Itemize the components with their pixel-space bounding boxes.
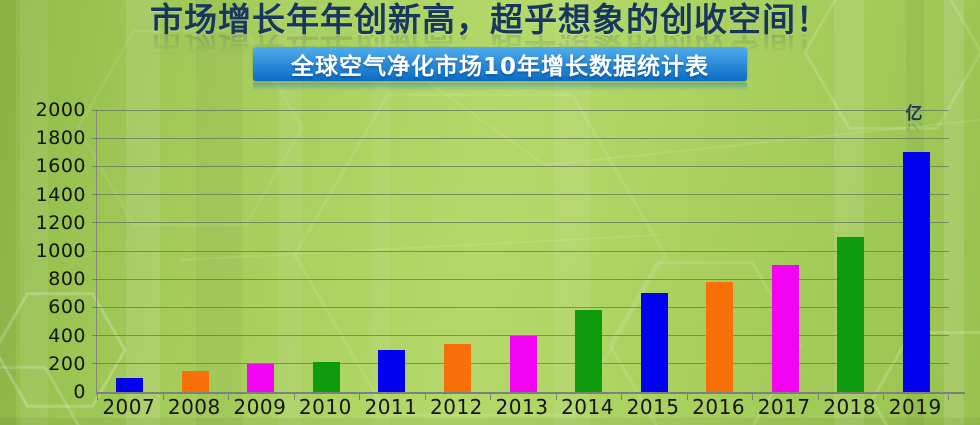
gridline-600 bbox=[92, 306, 949, 308]
unit-label-block: 亿 亿 bbox=[898, 104, 930, 136]
x-tick-label-2012: 2012 bbox=[430, 395, 483, 419]
headline-block: 市场增长年年创新高，超乎想象的创收空间！ 市场增长年年创新高，超乎想象的创收空间… bbox=[0, 0, 980, 63]
y-tick-label-1400: 1400 bbox=[35, 183, 86, 206]
x-tick-label-2018: 2018 bbox=[823, 395, 877, 419]
x-axis-tick bbox=[359, 392, 361, 400]
bar-2019 bbox=[902, 152, 930, 392]
bar-2010 bbox=[312, 362, 340, 392]
x-axis-tick bbox=[948, 392, 949, 400]
x-axis-tick bbox=[817, 392, 819, 400]
gridline-1000 bbox=[92, 250, 949, 252]
y-tick-label-1200: 1200 bbox=[35, 211, 86, 234]
gridline-1200 bbox=[92, 222, 949, 224]
y-tick-label-2000: 2000 bbox=[35, 99, 86, 121]
gridline-1400 bbox=[92, 194, 949, 196]
bar-2008 bbox=[181, 370, 209, 392]
x-tick-label-2015: 2015 bbox=[626, 395, 680, 419]
gridline-1600 bbox=[92, 165, 949, 167]
y-tick-label-400: 400 bbox=[48, 324, 86, 347]
x-axis-tick bbox=[752, 392, 754, 400]
subtitle-banner-text: 全球空气净化市场10年增长数据统计表 bbox=[290, 54, 709, 80]
x-axis-tick bbox=[490, 392, 492, 400]
x-tick-label-2017: 2017 bbox=[757, 395, 811, 419]
y-tick-label-600: 600 bbox=[48, 296, 86, 319]
bar-2012 bbox=[443, 344, 471, 392]
x-axis-tick bbox=[97, 392, 98, 400]
y-tick-label-0: 0 bbox=[73, 381, 86, 403]
x-axis-tick bbox=[686, 392, 688, 400]
gridline-1800 bbox=[92, 137, 949, 139]
bar-2013 bbox=[509, 335, 537, 392]
x-tick-label-2013: 2013 bbox=[495, 395, 549, 419]
gridline-2000 bbox=[92, 109, 949, 111]
y-tick-label-1600: 1600 bbox=[35, 155, 86, 178]
x-axis-tick bbox=[293, 392, 295, 400]
y-tick-label-1000: 1000 bbox=[35, 240, 86, 262]
bar-2017 bbox=[771, 265, 799, 392]
x-axis-tick bbox=[883, 392, 885, 400]
bar-chart-plot-area bbox=[92, 109, 949, 400]
gridline-800 bbox=[92, 278, 949, 280]
x-tick-label-2011: 2011 bbox=[364, 395, 418, 419]
y-axis-labels: 0 200 400 600 800 1000 1200 1400 1600 1800 2000 bbox=[0, 99, 86, 403]
y-tick-label-200: 200 bbox=[48, 352, 86, 375]
x-axis-tick bbox=[621, 392, 623, 400]
subtitle-banner: 全球空气净化市场10年增长数据统计表 bbox=[253, 47, 747, 81]
x-axis-tick bbox=[555, 392, 557, 400]
x-tick-label-2007: 2007 bbox=[102, 395, 156, 419]
page-title: 市场增长年年创新高，超乎想象的创收空间！ bbox=[150, 0, 830, 39]
gridline-400 bbox=[92, 335, 949, 337]
y-tick-label-1800: 1800 bbox=[35, 127, 86, 150]
x-tick-label-2008: 2008 bbox=[167, 395, 221, 419]
x-axis-labels: 2007 2008 2009 2010 2011 2012 2013 2014 2015 2016… bbox=[96, 395, 948, 423]
x-tick-label-2014: 2014 bbox=[561, 395, 614, 419]
x-tick-label-2009: 2009 bbox=[233, 395, 287, 419]
bar-2007 bbox=[116, 377, 144, 392]
x-tick-label-2016: 2016 bbox=[692, 395, 746, 419]
x-tick-label-2010: 2010 bbox=[298, 395, 352, 419]
bar-2014 bbox=[575, 310, 603, 392]
x-axis-tick bbox=[424, 392, 426, 400]
unit-label: 亿 bbox=[905, 104, 923, 124]
x-axis-extension bbox=[949, 392, 965, 394]
subtitle-banner-reflection bbox=[253, 83, 747, 91]
x-tick-label-2019: 2019 bbox=[888, 395, 942, 419]
bar-2015 bbox=[640, 293, 668, 392]
bar-2009 bbox=[247, 363, 275, 392]
bar-2016 bbox=[706, 282, 734, 392]
x-axis-tick bbox=[162, 392, 164, 400]
y-tick-label-800: 800 bbox=[48, 268, 86, 291]
x-axis-tick bbox=[228, 392, 230, 400]
bar-2018 bbox=[837, 236, 865, 392]
bar-2011 bbox=[378, 349, 406, 392]
